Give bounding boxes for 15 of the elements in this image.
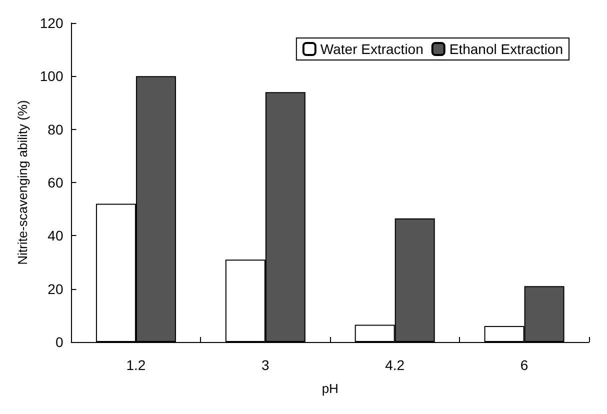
legend-label: Water Extraction <box>320 41 424 57</box>
x-tick-label: 6 <box>520 357 528 373</box>
y-tick-label: 120 <box>40 15 64 31</box>
x-tick-label: 4.2 <box>385 357 405 373</box>
y-tick-label: 60 <box>48 174 64 190</box>
y-axis-title: Nitrite-scavenging ability (%) <box>15 100 30 265</box>
x-axis-title: pH <box>322 381 338 396</box>
y-tick-label: 0 <box>55 334 64 350</box>
y-tick-label: 40 <box>48 228 64 244</box>
x-tick-label: 1.2 <box>126 357 146 373</box>
y-tick-label: 20 <box>48 280 64 297</box>
x-tick-label: 3 <box>262 357 270 373</box>
y-tick-label: 80 <box>48 121 64 138</box>
y-tick-label: 100 <box>40 68 64 84</box>
legend-label: Ethanol Extraction <box>449 41 564 57</box>
